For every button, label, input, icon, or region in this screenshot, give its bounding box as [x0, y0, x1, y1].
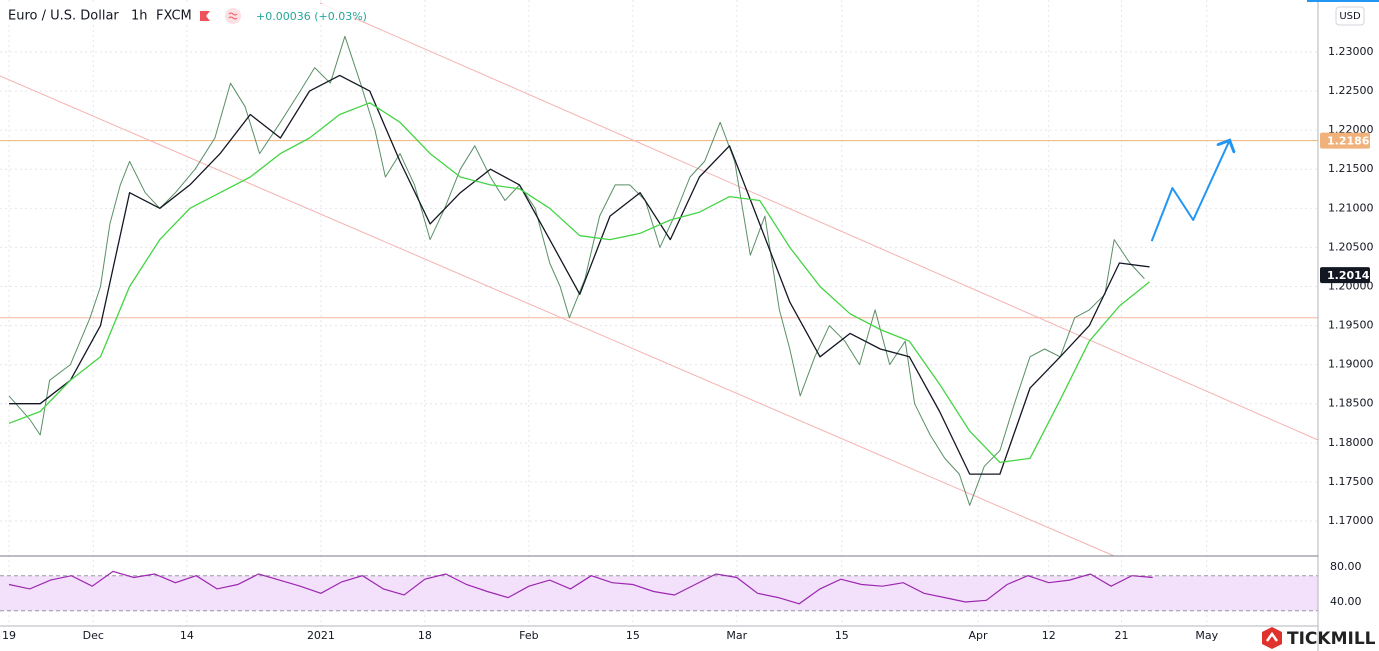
y-tick-label: 1.18500 [1328, 397, 1374, 410]
x-tick-label: 15 [626, 629, 640, 642]
x-tick-label: 2021 [307, 629, 335, 642]
y-tick-label: 1.18000 [1328, 436, 1374, 449]
indicator-icon-glyph [228, 12, 238, 20]
x-tick-label: Apr [969, 629, 989, 642]
price-label: 1.21866 [1327, 135, 1377, 148]
x-tick-label: Mar [726, 629, 747, 642]
logo-glyph [1265, 631, 1279, 642]
y-tick-label: 1.22500 [1328, 84, 1374, 97]
y-tick-label: 1.23000 [1328, 45, 1374, 58]
price-label-box [1320, 132, 1370, 149]
currency: USD [1339, 11, 1361, 22]
x-tick-label: May [1195, 629, 1218, 642]
currency-box[interactable] [1335, 6, 1365, 26]
x-tick-label: Dec [83, 629, 104, 642]
y-tick-label: 1.21500 [1328, 162, 1374, 175]
brand-name: TICKMILL [1287, 629, 1376, 649]
rsi-line [8, 570, 1153, 605]
channel-line [319, 2, 1319, 441]
rsi-band [0, 575, 1318, 611]
price-line [9, 74, 1150, 475]
brand-logo: TICKMILL [1262, 627, 1376, 649]
price-label: 1.20145 [1327, 269, 1377, 282]
header-bg [4, 4, 354, 24]
channel-line [0, 75, 1115, 557]
y-tick-label: 1.19000 [1328, 358, 1374, 371]
x-tick-label: 19 [2, 629, 16, 642]
y-tick-label: 1.19500 [1328, 319, 1374, 332]
x-tick-label: 15 [835, 629, 849, 642]
projection-line [1150, 140, 1230, 242]
logo-icon [1262, 627, 1282, 649]
rsi-tick-label: 40.00 [1330, 595, 1362, 608]
price-label-box [1320, 267, 1370, 284]
x-tick-label: 21 [1115, 629, 1129, 642]
indicator-icon[interactable] [225, 8, 241, 24]
y-tick-label: 1.17500 [1328, 475, 1374, 488]
y-tick-label: 1.17000 [1328, 514, 1374, 527]
x-tick-label: 12 [1042, 629, 1056, 642]
source: FXCM [156, 9, 192, 24]
interval: 1h [131, 9, 148, 24]
x-tick-label: 18 [418, 629, 432, 642]
symbol-title: Euro / U.S. Dollar [8, 9, 119, 24]
flag-icon[interactable] [200, 11, 210, 21]
rsi-tick-label: 80.00 [1330, 560, 1362, 573]
price-line [8, 35, 1145, 506]
y-tick-label: 1.20500 [1328, 240, 1374, 253]
price-change: +0.00036 (+0.03%) [256, 10, 367, 23]
x-tick-label: Feb [519, 629, 538, 642]
price-line [8, 102, 1151, 464]
y-tick-label: 1.21000 [1328, 201, 1374, 214]
x-tick-label: 14 [180, 629, 194, 642]
